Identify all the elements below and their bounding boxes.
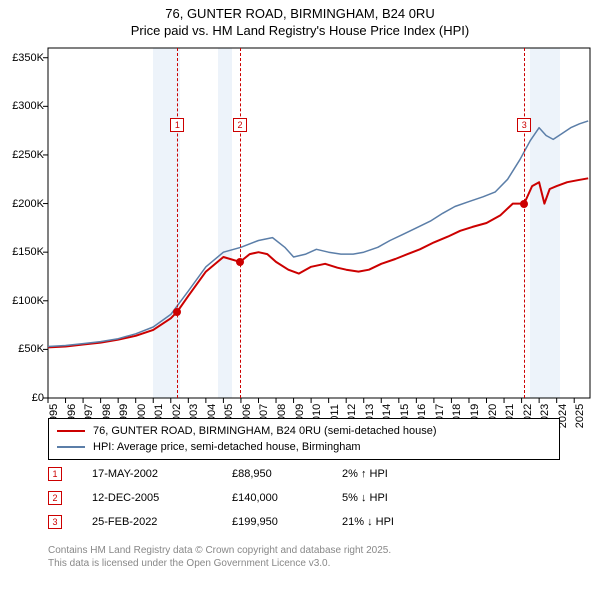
- footer-line-2: This data is licensed under the Open Gov…: [48, 557, 391, 570]
- y-tick-label: £300K: [12, 100, 44, 112]
- sale-price: £88,950: [232, 468, 342, 480]
- sale-row-marker: 1: [48, 467, 62, 481]
- legend-item: HPI: Average price, semi-detached house,…: [57, 439, 551, 455]
- y-tick-label: £100K: [12, 295, 44, 307]
- sale-diff: 2% ↑ HPI: [342, 468, 462, 480]
- y-tick-label: £200K: [12, 198, 44, 210]
- chart-container: 76, GUNTER ROAD, BIRMINGHAM, B24 0RU Pri…: [0, 0, 600, 590]
- sale-dot: [236, 258, 244, 266]
- legend-swatch: [57, 430, 85, 432]
- series-price_paid: [48, 178, 588, 347]
- sale-vline: [524, 48, 525, 398]
- sales-table: 1 17-MAY-2002£88,9502% ↑ HPI 2 12-DEC-2005£…: [48, 462, 462, 534]
- legend-box: 76, GUNTER ROAD, BIRMINGHAM, B24 0RU (se…: [48, 418, 560, 460]
- y-tick-label: £150K: [12, 246, 44, 258]
- sale-vline: [240, 48, 241, 398]
- sale-marker-box: 1: [170, 118, 184, 132]
- sale-diff: 5% ↓ HPI: [342, 492, 462, 504]
- title-line-2: Price paid vs. HM Land Registry's House …: [0, 23, 600, 38]
- sale-date: 12-DEC-2005: [92, 492, 232, 504]
- sale-diff: 21% ↓ HPI: [342, 516, 462, 528]
- chart-svg: [48, 48, 590, 398]
- legend-label: 76, GUNTER ROAD, BIRMINGHAM, B24 0RU (se…: [93, 425, 437, 437]
- sale-dot: [173, 308, 181, 316]
- footer-attribution: Contains HM Land Registry data © Crown c…: [48, 544, 391, 570]
- chart-area: £0£50K£100K£150K£200K£250K£300K£350K1995…: [48, 48, 590, 398]
- sale-vline: [177, 48, 178, 398]
- footer-line-1: Contains HM Land Registry data © Crown c…: [48, 544, 391, 557]
- sale-date: 25-FEB-2022: [92, 516, 232, 528]
- y-tick-label: £250K: [12, 149, 44, 161]
- sale-price: £199,950: [232, 516, 342, 528]
- sale-date: 17-MAY-2002: [92, 468, 232, 480]
- legend-item: 76, GUNTER ROAD, BIRMINGHAM, B24 0RU (se…: [57, 423, 551, 439]
- sale-price: £140,000: [232, 492, 342, 504]
- series-hpi: [48, 121, 588, 347]
- sale-row-marker: 3: [48, 515, 62, 529]
- title-line-1: 76, GUNTER ROAD, BIRMINGHAM, B24 0RU: [0, 6, 600, 21]
- sale-row: 3 25-FEB-2022£199,95021% ↓ HPI: [48, 510, 462, 534]
- y-tick-label: £50K: [18, 343, 44, 355]
- legend-label: HPI: Average price, semi-detached house,…: [93, 441, 361, 453]
- legend-swatch: [57, 446, 85, 448]
- sale-marker-box: 2: [233, 118, 247, 132]
- sale-row-marker: 2: [48, 491, 62, 505]
- sale-dot: [520, 200, 528, 208]
- y-tick-label: £0: [32, 392, 44, 404]
- y-tick-label: £350K: [12, 52, 44, 64]
- sale-marker-box: 3: [517, 118, 531, 132]
- sale-row: 1 17-MAY-2002£88,9502% ↑ HPI: [48, 462, 462, 486]
- title-block: 76, GUNTER ROAD, BIRMINGHAM, B24 0RU Pri…: [0, 0, 600, 38]
- sale-row: 2 12-DEC-2005£140,0005% ↓ HPI: [48, 486, 462, 510]
- x-tick-label: 2025: [574, 404, 586, 428]
